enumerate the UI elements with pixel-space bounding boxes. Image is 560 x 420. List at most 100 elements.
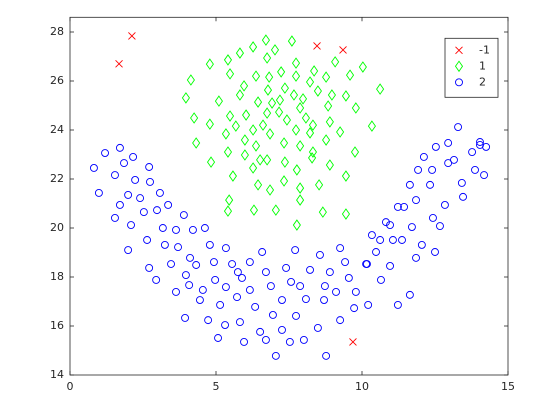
marker	[153, 206, 161, 215]
marker	[265, 71, 274, 83]
marker	[336, 126, 345, 138]
marker	[179, 211, 188, 219]
marker	[476, 138, 484, 146]
marker	[313, 42, 321, 50]
x-tick-label: 10	[355, 380, 369, 393]
marker	[181, 271, 190, 279]
marker	[313, 85, 322, 97]
marker	[198, 286, 207, 294]
marker	[258, 248, 267, 256]
marker	[124, 190, 133, 199]
marker	[278, 296, 286, 304]
marker	[235, 318, 244, 327]
marker	[270, 44, 280, 56]
marker	[249, 41, 258, 53]
marker	[261, 34, 270, 46]
marker	[325, 116, 334, 128]
marker	[111, 214, 119, 222]
marker	[278, 325, 286, 334]
marker	[204, 316, 213, 325]
marker	[131, 176, 140, 184]
marker	[280, 82, 289, 94]
marker	[341, 90, 350, 102]
marker	[339, 46, 347, 54]
marker	[223, 205, 233, 217]
marker	[362, 260, 371, 268]
marker	[211, 275, 220, 284]
marker	[349, 338, 357, 346]
marker	[223, 54, 233, 66]
marker	[313, 324, 322, 332]
marker	[377, 275, 385, 284]
marker	[265, 184, 275, 196]
marker	[235, 89, 244, 101]
marker	[292, 312, 300, 320]
marker	[287, 35, 296, 47]
marker	[205, 58, 214, 70]
marker	[428, 165, 437, 174]
marker	[296, 182, 305, 194]
marker	[336, 316, 345, 325]
marker	[221, 128, 230, 140]
marker	[336, 244, 345, 253]
marker	[277, 66, 286, 78]
x-tick-label: 5	[213, 380, 220, 393]
marker	[444, 159, 453, 168]
marker	[185, 281, 194, 290]
marker	[308, 119, 317, 131]
marker	[440, 201, 449, 209]
marker	[253, 96, 263, 108]
marker	[480, 171, 489, 180]
marker	[296, 140, 305, 152]
x-tick-label: 0	[67, 380, 74, 393]
marker	[282, 114, 292, 126]
marker	[431, 142, 440, 151]
marker	[325, 268, 334, 277]
marker	[240, 337, 248, 346]
marker	[341, 208, 350, 220]
y-tick-label: 14	[50, 368, 64, 381]
marker	[271, 204, 280, 216]
marker	[471, 165, 479, 174]
marker	[235, 47, 244, 59]
marker	[364, 300, 373, 309]
axes-box	[69, 16, 509, 376]
y-tick-label: 18	[50, 270, 64, 283]
marker	[306, 265, 314, 274]
marker	[251, 140, 261, 152]
marker	[400, 202, 408, 211]
marker	[389, 236, 397, 244]
marker	[407, 223, 416, 231]
marker	[181, 313, 189, 322]
marker	[242, 109, 251, 121]
marker	[115, 60, 123, 68]
marker	[405, 290, 414, 299]
marker	[315, 179, 324, 191]
marker	[265, 128, 275, 140]
legend-marker	[454, 60, 464, 73]
y-tick-label: 24	[50, 123, 64, 136]
marker	[221, 321, 230, 329]
marker	[367, 231, 376, 240]
marker	[206, 156, 216, 168]
marker	[233, 293, 241, 302]
marker	[101, 149, 109, 157]
marker	[299, 336, 308, 344]
marker	[225, 68, 235, 80]
marker	[280, 156, 289, 168]
marker	[341, 170, 350, 182]
legend-marker	[455, 46, 463, 55]
marker	[225, 194, 234, 206]
marker	[316, 251, 324, 259]
marker	[393, 202, 402, 211]
marker	[111, 171, 119, 180]
marker	[192, 261, 201, 269]
marker	[249, 204, 259, 216]
marker	[279, 137, 289, 149]
marker	[350, 146, 360, 158]
marker	[186, 74, 195, 86]
marker	[376, 83, 385, 95]
marker	[214, 334, 222, 342]
legend-label: -1	[479, 43, 490, 56]
marker	[271, 351, 280, 360]
